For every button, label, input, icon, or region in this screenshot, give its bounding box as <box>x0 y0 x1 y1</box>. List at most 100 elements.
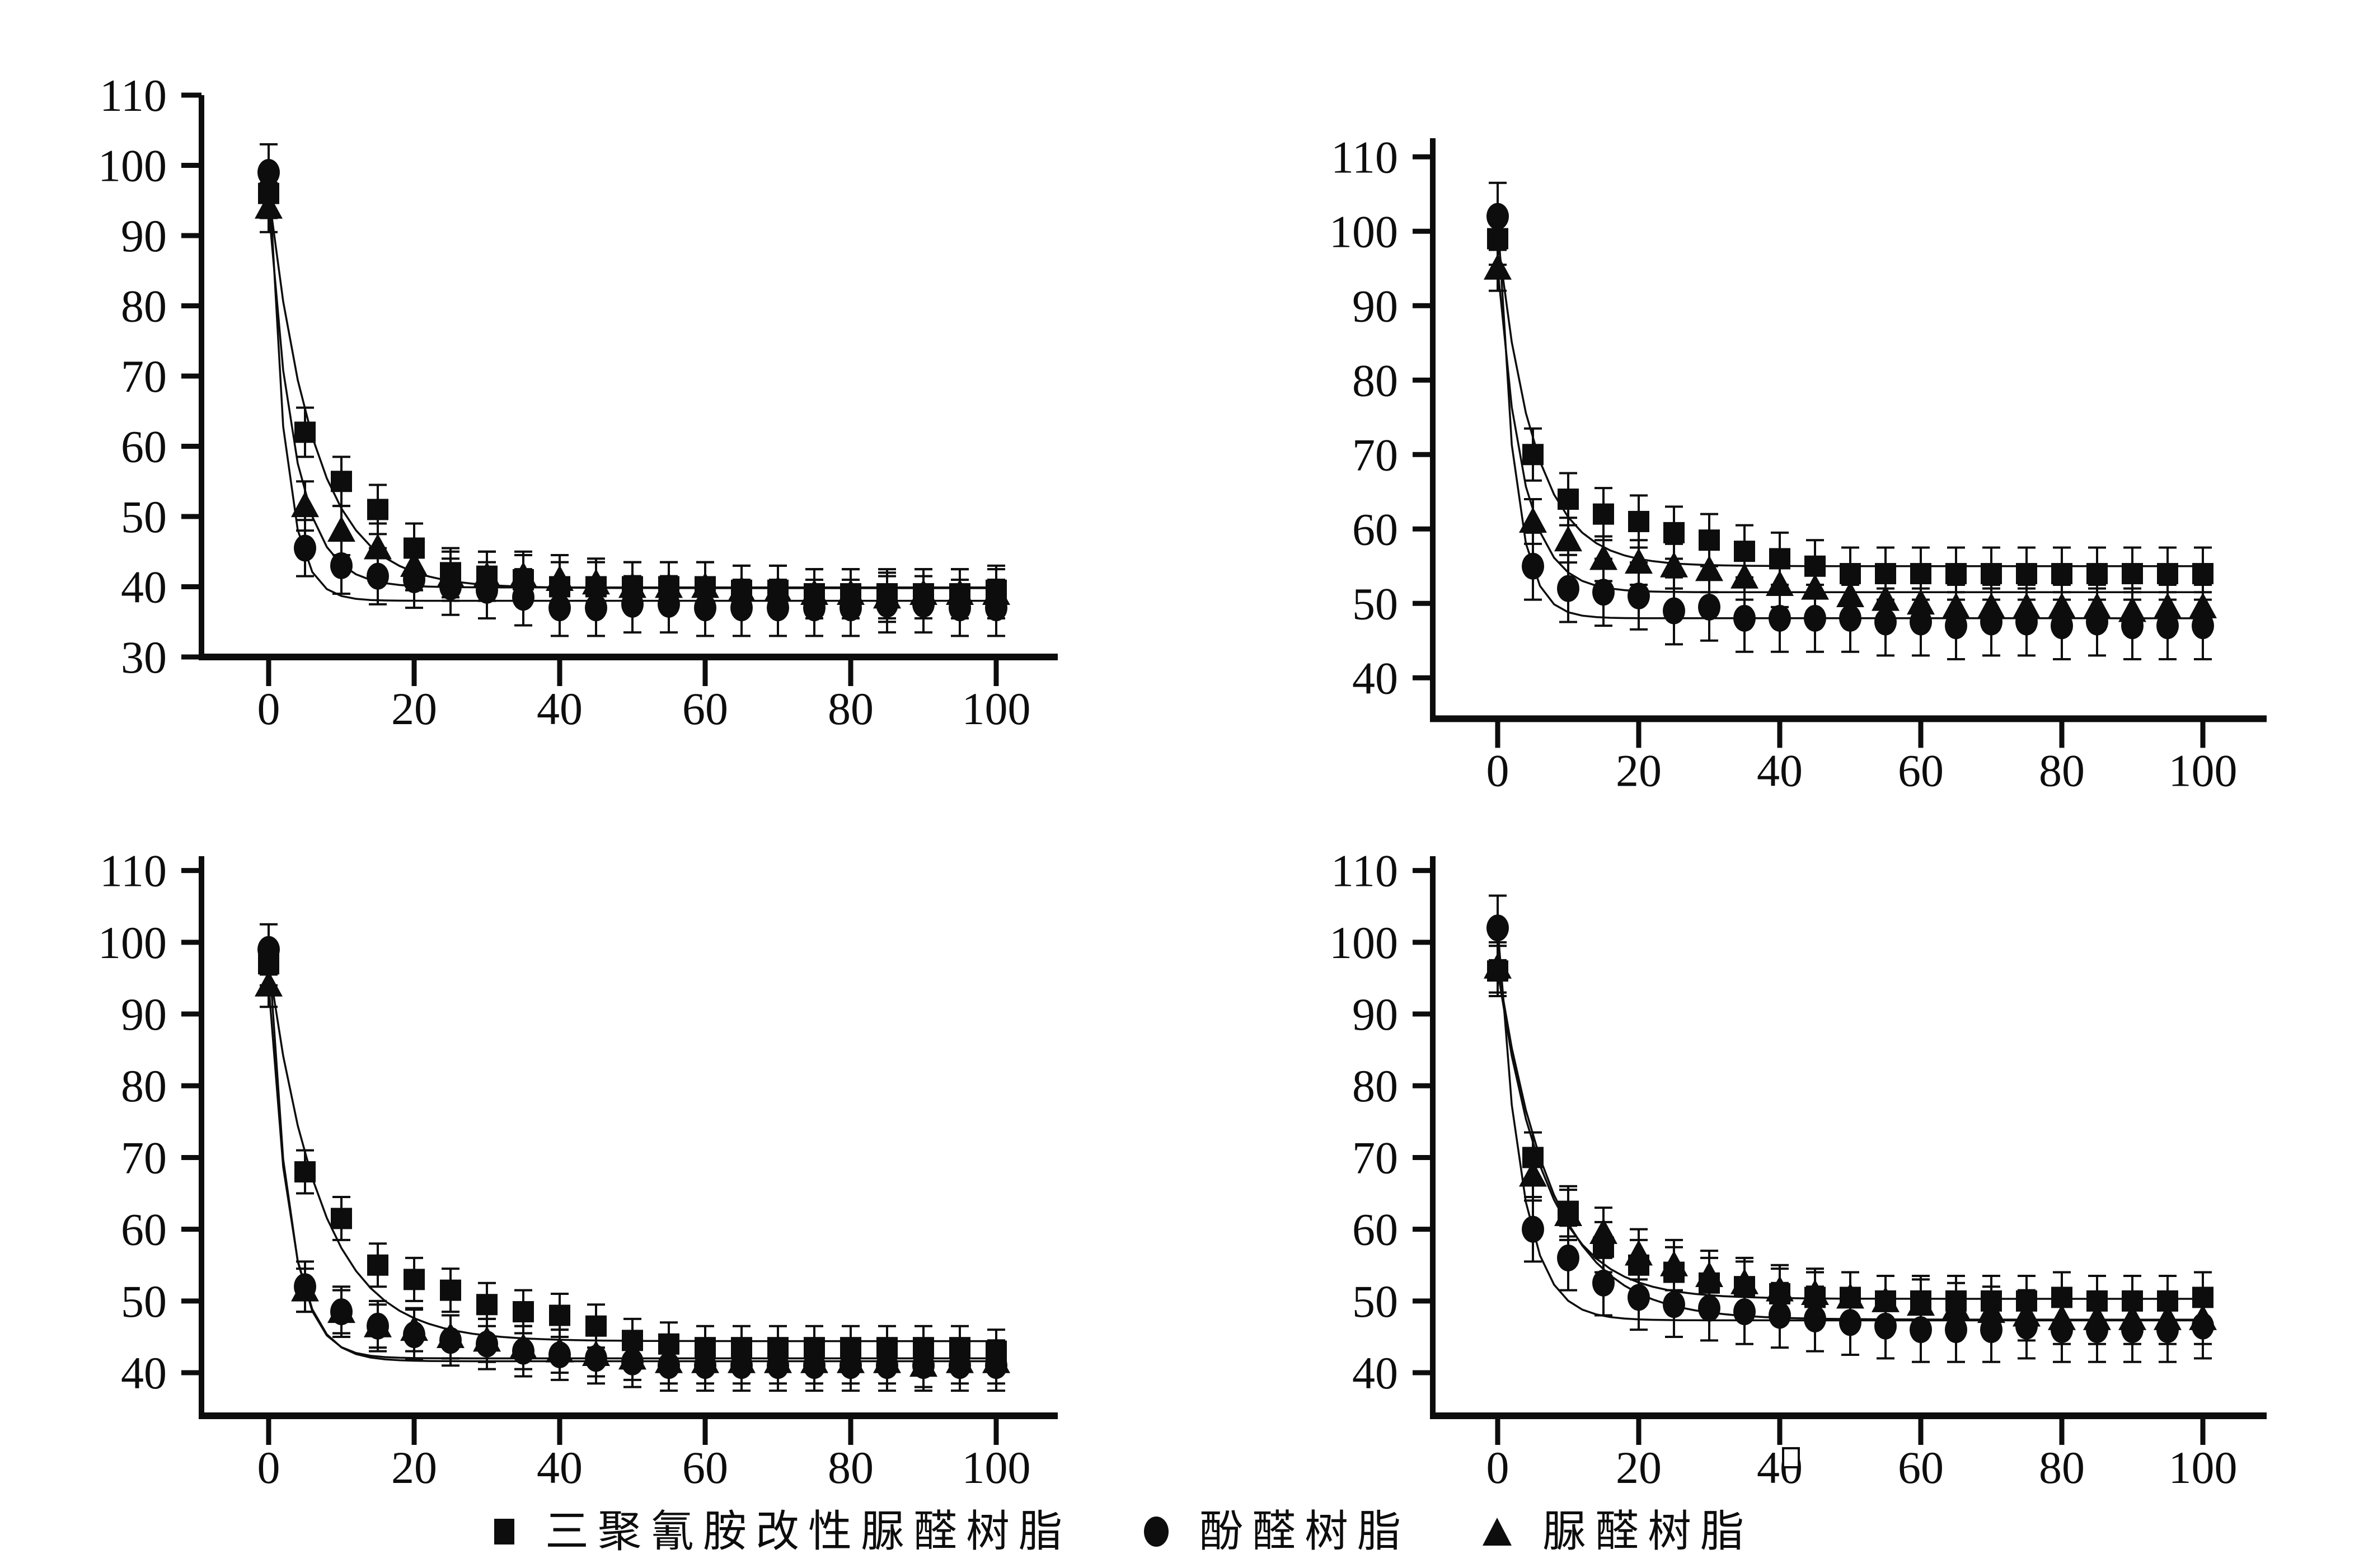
triangle-marker <box>655 1347 683 1373</box>
legend-item-uf-resin: 脲醛树脂 <box>1483 1510 1753 1553</box>
triangle-marker <box>473 1326 501 1352</box>
square-marker <box>549 1304 570 1326</box>
legend-label-phenolic-resin: 酚醛树脂 <box>1199 1507 1410 1556</box>
triangle-marker <box>909 579 937 605</box>
circle-marker <box>1628 582 1650 609</box>
square-marker <box>294 1161 316 1183</box>
legend-label-uf-resin: 脲醛树脂 <box>1542 1507 1753 1556</box>
triangle-marker <box>764 575 792 602</box>
y-tick-label: 110 <box>100 846 167 896</box>
square-marker <box>1945 563 1967 585</box>
triangle-marker <box>2118 1304 2146 1330</box>
triangle-marker <box>546 1336 574 1363</box>
triangle-marker <box>691 1347 719 1373</box>
triangle-marker <box>982 579 1010 605</box>
axes <box>1430 138 2267 722</box>
series-square <box>258 941 1007 1374</box>
triangle-marker <box>2048 1304 2076 1330</box>
triangle-marker <box>618 1344 646 1370</box>
triangle-marker <box>327 516 355 542</box>
triangle-marker <box>2154 592 2182 618</box>
triangle-marker <box>2083 592 2111 618</box>
x-tick-label: 40 <box>1757 745 1803 796</box>
triangle-marker <box>400 1315 428 1341</box>
triangle-marker <box>655 572 683 598</box>
x-tick-label: 60 <box>1898 745 1944 796</box>
chart-top-right: 40 50 60 70 80 90 100 110 0 20 40 60 80 100 <box>1329 132 2267 796</box>
triangle-marker <box>2189 592 2217 618</box>
y-tick-label: 80 <box>1352 1060 1398 1111</box>
square-marker <box>1558 489 1579 510</box>
x-tick-label: 80 <box>2039 745 2085 796</box>
circle-marker <box>1486 914 1509 942</box>
chart-bottom-right: 40 50 60 70 80 90 100 110 0 20 40 60 80 100 <box>1329 846 2267 1493</box>
series-triangle <box>255 181 1010 623</box>
triangle-marker <box>509 561 537 588</box>
series-square <box>1487 212 2213 601</box>
x-tick-label: 0 <box>257 1442 280 1493</box>
panel-top-right: 40 50 60 70 80 90 100 110 0 20 40 60 80 100 <box>1265 56 2328 828</box>
chart-top-left: 30 40 50 60 70 80 90 100 110 0 20 40 60 80 100 <box>98 70 1058 734</box>
triangle-marker <box>2118 596 2146 622</box>
circle-marker <box>1522 1215 1544 1243</box>
x-tick-label: 80 <box>828 683 874 734</box>
triangle-marker <box>1801 574 1829 600</box>
square-marker <box>513 1301 534 1323</box>
square-marker <box>331 471 352 492</box>
triangle-marker <box>764 1347 792 1373</box>
y-tick-label: 100 <box>98 140 167 191</box>
circle-marker <box>1628 1284 1650 1311</box>
x-tick-label: 20 <box>1616 745 1662 796</box>
triangle-marker-icon <box>1483 1518 1512 1546</box>
square-marker <box>2086 563 2108 585</box>
y-tick-label: 50 <box>1352 578 1398 629</box>
square-marker <box>1663 522 1685 543</box>
y-axis-ticks: 40 50 60 70 80 90 100 110 <box>1329 846 1433 1398</box>
triangle-marker <box>1695 555 1723 581</box>
square-marker <box>1981 563 2002 585</box>
x-tick-label: 40 <box>537 1442 583 1493</box>
triangle-marker <box>1519 506 1547 533</box>
circle-marker <box>330 552 353 579</box>
circle-marker-icon <box>1143 1517 1169 1547</box>
triangle-marker <box>1625 548 1653 574</box>
square-marker <box>2157 563 2178 585</box>
y-tick-label: 70 <box>1352 1132 1398 1183</box>
triangle-marker <box>800 579 828 605</box>
y-tick-label: 40 <box>1352 652 1398 703</box>
y-tick-label: 30 <box>121 632 167 683</box>
series-triangle <box>1484 941 2217 1345</box>
fit-curve-circle <box>268 949 996 1360</box>
circle-marker <box>1769 604 1791 632</box>
x-tick-label: 80 <box>828 1442 874 1493</box>
y-tick-label: 40 <box>1352 1348 1398 1398</box>
triangle-marker <box>691 572 719 598</box>
x-tick-label: 100 <box>2169 1442 2238 1493</box>
y-tick-label: 90 <box>1352 989 1398 1040</box>
y-tick-label: 70 <box>121 351 167 402</box>
triangle-marker <box>728 575 756 602</box>
circle-marker <box>1663 1291 1685 1318</box>
square-marker <box>331 1208 352 1229</box>
y-tick-label: 60 <box>121 1204 167 1255</box>
triangle-marker <box>1942 1293 1970 1320</box>
triangle-marker <box>255 970 283 997</box>
square-marker <box>2122 563 2143 585</box>
circle-marker <box>1733 604 1756 632</box>
triangle-marker <box>618 572 646 598</box>
y-tick-label: 50 <box>121 491 167 542</box>
triangle-marker <box>1907 589 1935 615</box>
x-tick-label: 40 <box>537 683 583 734</box>
fit-curves <box>268 949 996 1363</box>
x-axis-ticks: 0 20 40 60 80 100 <box>257 1415 1031 1493</box>
triangle-marker <box>400 551 428 577</box>
axes <box>199 95 1058 660</box>
circle-marker <box>548 594 571 622</box>
y-axis-ticks: 30 40 50 60 70 80 90 100 110 <box>98 70 201 683</box>
triangle-marker <box>800 1347 828 1373</box>
triangle-marker <box>1766 1275 1794 1302</box>
y-tick-label: 50 <box>121 1276 167 1327</box>
triangle-marker <box>1872 585 1900 611</box>
circle-marker <box>1592 1269 1615 1297</box>
y-axis-ticks: 40 50 60 70 80 90 100 110 <box>98 846 201 1398</box>
